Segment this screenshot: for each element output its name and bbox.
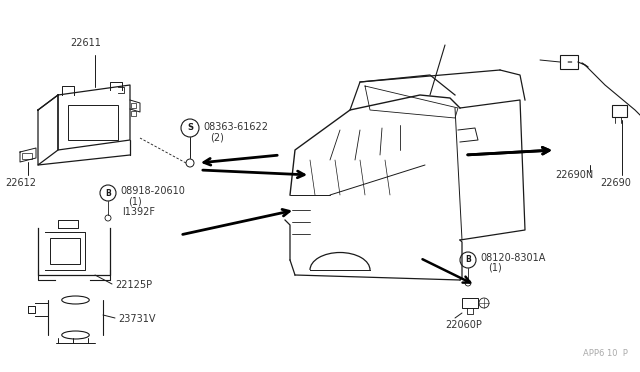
Bar [131, 103, 136, 108]
Bar [68, 105, 118, 140]
Text: 22690N: 22690N [555, 170, 593, 180]
Bar [462, 298, 478, 308]
Bar [131, 111, 136, 116]
Bar [560, 55, 578, 69]
Text: 23731V: 23731V [118, 314, 156, 324]
Text: 22125P: 22125P [115, 280, 152, 290]
Text: l1392F: l1392F [122, 207, 155, 217]
Text: =: = [566, 59, 572, 65]
Text: 22611: 22611 [70, 38, 101, 48]
Text: B: B [105, 189, 111, 198]
Text: (1): (1) [128, 196, 141, 206]
Bar [50, 238, 80, 264]
Text: 22690: 22690 [600, 178, 631, 188]
Text: 22060P: 22060P [445, 320, 482, 330]
Bar [22, 153, 32, 159]
Text: 08363-61622: 08363-61622 [203, 122, 268, 132]
Text: APP6 10  P: APP6 10 P [583, 349, 628, 358]
Text: S: S [187, 124, 193, 132]
Text: B: B [465, 256, 471, 264]
Text: (1): (1) [488, 263, 502, 273]
Text: 08120-8301A: 08120-8301A [480, 253, 545, 263]
Text: (2): (2) [210, 132, 224, 142]
Text: 22612: 22612 [5, 178, 36, 188]
Bar [612, 105, 627, 117]
Text: 08918-20610: 08918-20610 [120, 186, 185, 196]
